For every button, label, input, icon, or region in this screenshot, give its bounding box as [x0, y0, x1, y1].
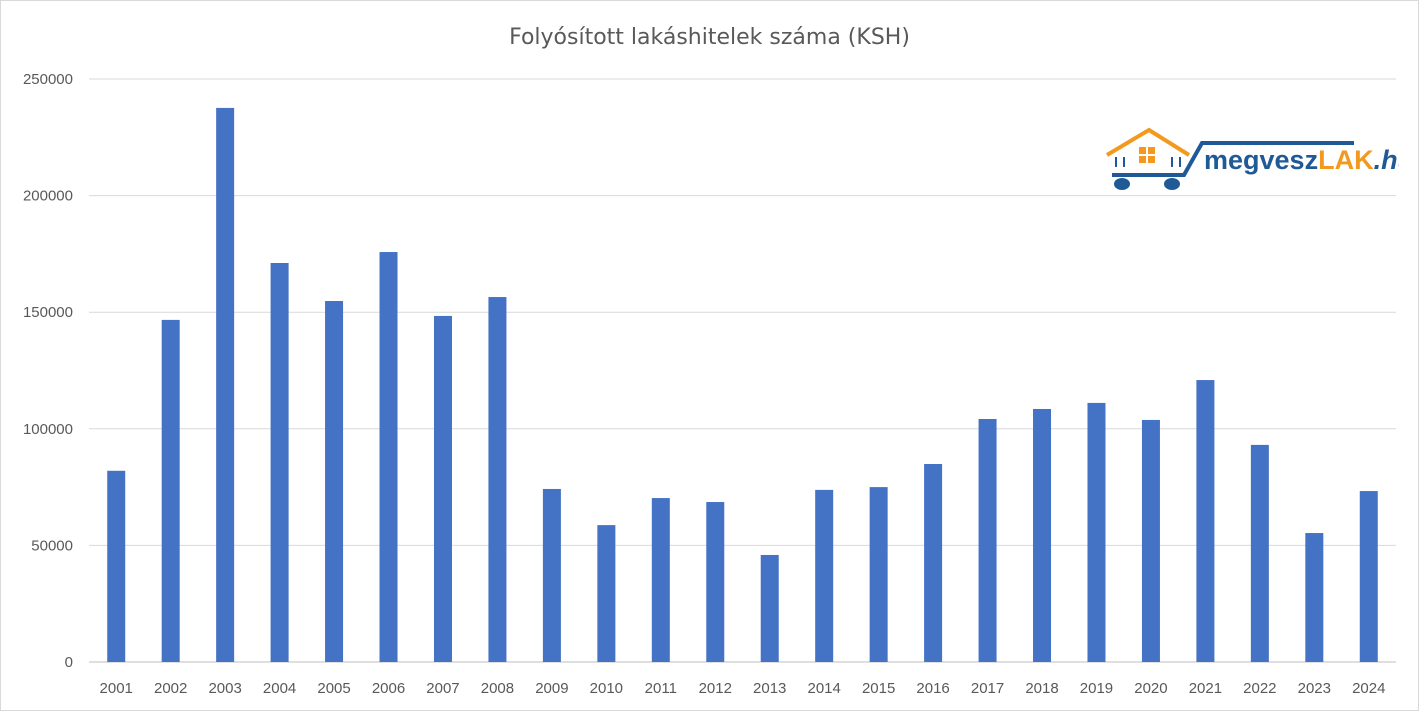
- bar-2021: [1196, 380, 1215, 662]
- bar-2004: [270, 262, 289, 662]
- bar-2007: [433, 315, 452, 662]
- bar-2002: [161, 319, 180, 662]
- bar-2022: [1250, 444, 1269, 662]
- logo-roof-icon: [1105, 127, 1191, 157]
- bar-2024: [1359, 491, 1378, 662]
- y-tick-label: 100000: [23, 421, 73, 438]
- bar-2003: [216, 107, 235, 662]
- x-tick-label: 2001: [100, 680, 133, 697]
- x-tick-label: 2009: [535, 680, 568, 697]
- x-tick-label: 2002: [154, 680, 187, 697]
- x-tick-label: 2010: [590, 680, 623, 697]
- y-tick-label: 200000: [23, 188, 73, 205]
- bar-2010: [597, 525, 616, 662]
- y-tick-label: 50000: [31, 537, 73, 554]
- bar-2001: [107, 470, 126, 662]
- x-tick-label: 2011: [645, 680, 677, 697]
- logo: megveszLAK.hu: [1105, 127, 1399, 190]
- x-tick-label: 2023: [1298, 680, 1331, 697]
- x-tick-label: 2003: [208, 680, 241, 697]
- bar-2015: [869, 487, 888, 662]
- chart-title: Folyósított lakáshitelek száma (KSH): [509, 25, 910, 50]
- x-tick-label: 2005: [317, 680, 350, 697]
- bar-2020: [1141, 419, 1160, 662]
- bar-2009: [542, 488, 561, 662]
- x-tick-label: 2013: [753, 680, 786, 697]
- bar-2018: [1033, 408, 1052, 662]
- bar-2005: [325, 301, 344, 662]
- x-tick-label: 2020: [1134, 680, 1167, 697]
- bar-2006: [379, 252, 398, 662]
- x-tick-label: 2007: [426, 680, 459, 697]
- x-tick-label: 2004: [263, 680, 296, 697]
- x-tick-label: 2015: [862, 680, 895, 697]
- bar-2013: [760, 554, 779, 662]
- x-tick-label: 2021: [1189, 680, 1222, 697]
- bar-2019: [1087, 402, 1106, 662]
- y-tick-label: 150000: [23, 304, 73, 321]
- x-tick-label: 2008: [481, 680, 514, 697]
- logo-cart-icon: [1112, 141, 1354, 177]
- bar-2017: [978, 419, 997, 662]
- x-tick-label: 2022: [1243, 680, 1276, 697]
- bar-2023: [1305, 533, 1324, 662]
- bar-2014: [815, 489, 834, 662]
- y-tick-label: 250000: [23, 71, 73, 88]
- bar-2011: [651, 498, 670, 662]
- x-tick-label: 2012: [699, 680, 732, 697]
- x-tick-label: 2006: [372, 680, 405, 697]
- x-tick-label: 2024: [1352, 680, 1385, 697]
- y-tick-label: 0: [65, 654, 73, 671]
- x-tick-label: 2014: [808, 680, 841, 697]
- x-tick-label: 2018: [1025, 680, 1058, 697]
- bar-2012: [706, 502, 725, 662]
- svg-text:megveszLAK.hu: megveszLAK.hu: [1204, 145, 1399, 175]
- bar-2008: [488, 297, 507, 662]
- x-tick-label: 2016: [916, 680, 949, 697]
- x-tick-label: 2019: [1080, 680, 1113, 697]
- bar-2016: [924, 464, 943, 662]
- x-tick-label: 2017: [971, 680, 1004, 697]
